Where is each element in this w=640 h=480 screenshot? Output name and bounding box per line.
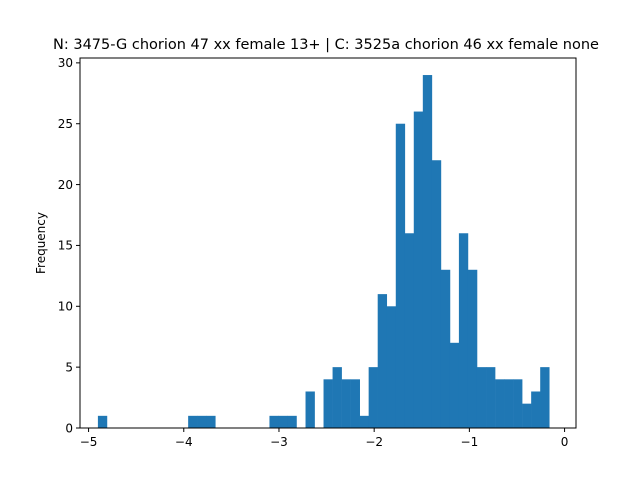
x-axis-ticks: −5 −4 −3 −2 −1 0 [80, 428, 569, 449]
x-tick-label: −2 [365, 435, 383, 449]
histogram-bar [395, 123, 406, 428]
x-tick-label: −5 [80, 435, 98, 449]
histogram-bar [531, 391, 541, 428]
histogram-bar [467, 269, 478, 428]
histogram-bar [404, 233, 415, 428]
chart-title: N: 3475-G chorion 47 xx female 13+ | C: … [53, 37, 599, 53]
histogram-bar [341, 379, 351, 428]
histogram-bar [513, 379, 523, 428]
histogram-bar [197, 415, 207, 428]
histogram-bar [540, 367, 550, 428]
x-tick-label: −4 [175, 435, 193, 449]
x-tick-label: 0 [561, 435, 569, 449]
y-tick-label: 10 [58, 300, 73, 314]
histogram-bar [440, 269, 451, 428]
histogram-bar [522, 403, 532, 428]
histogram-bar [386, 306, 397, 428]
y-tick-label: 0 [65, 421, 73, 435]
histogram-bar [486, 367, 496, 428]
y-tick-label: 30 [58, 56, 73, 70]
histogram-bar [97, 415, 108, 428]
histogram-bar [377, 294, 388, 428]
histogram-bar [368, 367, 378, 428]
y-tick-label: 15 [58, 239, 73, 253]
histogram-bar [350, 379, 360, 428]
histogram-bar [504, 379, 514, 428]
y-tick-label: 25 [58, 117, 73, 131]
histogram-bars [97, 75, 550, 429]
y-tick-label: 5 [65, 360, 73, 374]
x-tick-label: −3 [270, 435, 288, 449]
histogram-bar [278, 415, 288, 428]
plot-frame [79, 57, 577, 429]
histogram-bar [359, 415, 370, 428]
y-axis-ticks: 0 5 10 15 20 25 30 [58, 56, 80, 435]
x-tick-label: −1 [461, 435, 479, 449]
histogram-bar [449, 342, 460, 428]
histogram-bar [305, 391, 315, 428]
histogram-bar [476, 367, 487, 428]
y-axis-label: Frequency [34, 212, 48, 274]
histogram-bar [495, 379, 505, 428]
histogram-bar [188, 415, 198, 428]
histogram-bar [332, 367, 342, 428]
y-tick-label: 20 [58, 178, 73, 192]
histogram-bar [269, 415, 279, 428]
histogram-bar [458, 233, 469, 428]
histogram-bar [422, 75, 433, 428]
histogram-bar [206, 415, 216, 428]
histogram-bar [323, 379, 333, 428]
histogram-bar [287, 415, 297, 428]
histogram-bar [413, 111, 424, 429]
histogram-bar [431, 160, 442, 429]
